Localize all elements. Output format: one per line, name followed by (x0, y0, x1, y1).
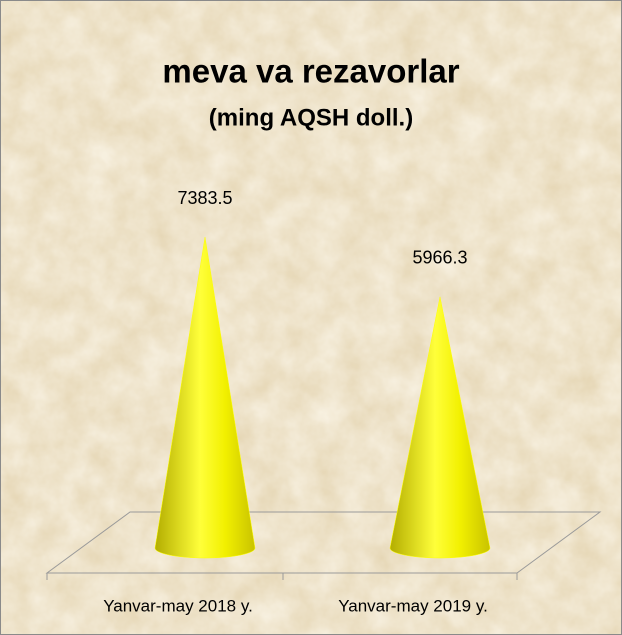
floor (45, 511, 602, 574)
x-tick-label: Yanvar-may 2018 y. (103, 596, 253, 615)
x-tick-label: Yanvar-may 2019 y. (338, 596, 488, 615)
data-label: 5966.3 (412, 248, 467, 268)
cone (389, 296, 491, 559)
chart-title: meva va rezavorlar (162, 53, 459, 90)
cone (154, 237, 256, 559)
chart-subtitle: (ming AQSH doll.) (209, 104, 413, 131)
data-label: 7383.5 (177, 188, 232, 208)
